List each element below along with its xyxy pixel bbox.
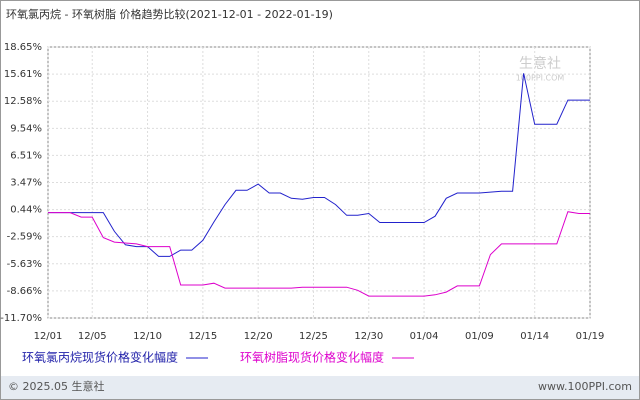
y-tick-label: 12.58% <box>4 96 42 107</box>
x-tick-label: 01/04 <box>410 331 439 342</box>
y-tick-label: 18.65% <box>4 42 42 53</box>
footer-right: www.100PPI.com <box>538 380 632 393</box>
footer-bar <box>1 376 639 399</box>
x-tick-label: 01/14 <box>520 331 549 342</box>
y-tick-label: -2.59% <box>7 232 42 243</box>
y-tick-label: 15.61% <box>4 69 42 80</box>
y-tick-label: 0.44% <box>10 205 42 216</box>
watermark-sub: 100PPI.COM <box>516 74 565 83</box>
chart-title: 环氧氯丙烷 - 环氧树脂 价格趋势比较(2021-12-01 - 2022-01… <box>6 7 333 21</box>
x-tick-label: 12/15 <box>188 331 217 342</box>
x-tick-label: 01/09 <box>465 331 494 342</box>
footer-left: © 2025.05 生意社 <box>8 379 104 393</box>
y-tick-label: -5.63% <box>7 259 42 270</box>
watermark: 生意社 <box>519 55 561 72</box>
legend-label: 环氧氯丙烷现货价格变化幅度 <box>22 350 178 365</box>
y-tick-label: 9.54% <box>10 123 42 134</box>
y-tick-label: 3.47% <box>10 178 42 189</box>
y-tick-label: -8.66% <box>7 286 42 297</box>
x-tick-label: 12/05 <box>78 331 107 342</box>
x-tick-label: 12/20 <box>244 331 273 342</box>
x-tick-label: 12/01 <box>34 331 63 342</box>
series-line <box>48 211 590 297</box>
x-tick-label: 12/10 <box>133 331 162 342</box>
x-tick-label: 12/30 <box>354 331 383 342</box>
y-tick-label: 6.51% <box>10 150 42 161</box>
y-tick-label: -11.70% <box>0 313 42 324</box>
x-tick-label: 01/19 <box>576 331 605 342</box>
series-line <box>48 73 590 257</box>
x-tick-label: 12/25 <box>299 331 328 342</box>
legend-label: 环氧树脂现货价格变化幅度 <box>240 350 384 365</box>
